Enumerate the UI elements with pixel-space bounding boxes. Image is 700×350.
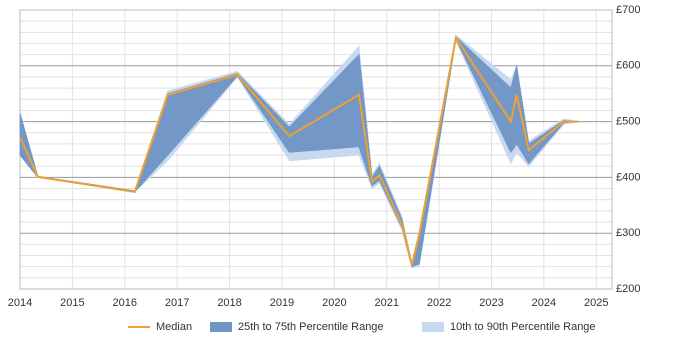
y-tick-label: £300 xyxy=(616,227,640,239)
y-tick-label: £200 xyxy=(616,283,640,295)
y-tick-label: £400 xyxy=(616,171,640,183)
x-tick-label: 2025 xyxy=(584,297,608,309)
legend-label: Median xyxy=(156,321,192,333)
y-tick-label: £600 xyxy=(616,60,640,72)
y-tick-label: £700 xyxy=(616,4,640,16)
x-tick-label: 2022 xyxy=(427,297,451,309)
y-tick-label: £500 xyxy=(616,116,640,128)
x-tick-label: 2016 xyxy=(113,297,137,309)
x-tick-label: 2014 xyxy=(8,297,32,309)
x-tick-label: 2017 xyxy=(165,297,189,309)
x-tick-label: 2024 xyxy=(532,297,556,309)
x-tick-label: 2020 xyxy=(322,297,346,309)
x-tick-label: 2019 xyxy=(270,297,294,309)
legend-label: 10th to 90th Percentile Range xyxy=(450,321,596,333)
legend-swatch xyxy=(422,322,444,332)
x-tick-label: 2015 xyxy=(60,297,84,309)
legend-swatch xyxy=(210,322,232,332)
legend-label: 25th to 75th Percentile Range xyxy=(238,321,384,333)
x-tick-label: 2018 xyxy=(217,297,241,309)
x-tick-label: 2023 xyxy=(479,297,503,309)
median-line xyxy=(19,35,579,266)
x-tick-label: 2021 xyxy=(374,297,398,309)
